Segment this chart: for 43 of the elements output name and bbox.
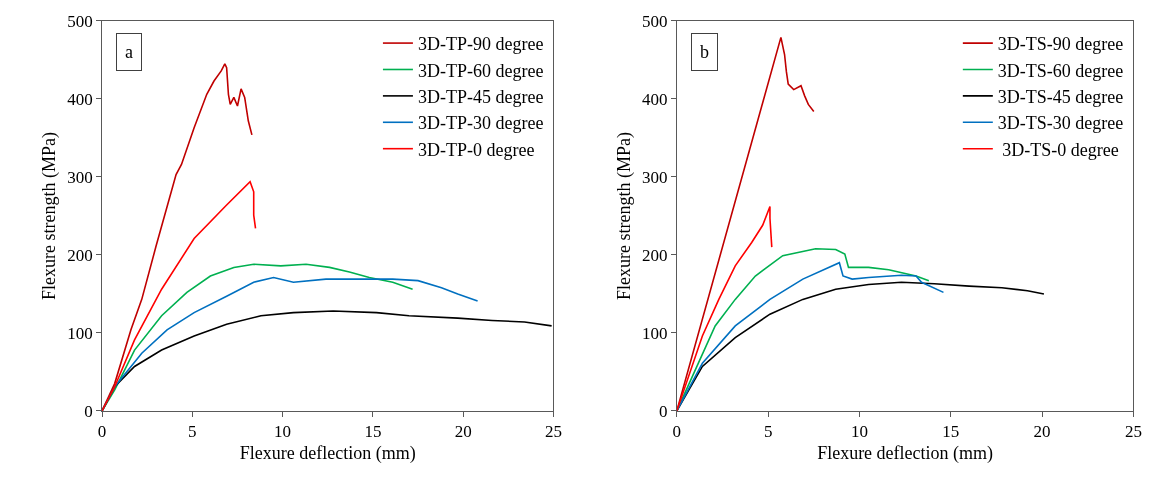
x-tick-label: 25 xyxy=(544,422,562,442)
y-tick-label: 100 xyxy=(641,323,668,343)
y-tick-label: 500 xyxy=(641,11,668,31)
y-tick-label: 0 xyxy=(84,401,93,421)
x-tick-label: 20 xyxy=(454,422,472,442)
x-axis-title: Flexure deflection (mm) xyxy=(817,443,994,465)
legend-label: 3D-TS-90 degree xyxy=(997,34,1124,55)
x-tick-label: 5 xyxy=(188,422,197,442)
legend-label: 3D-TP-30 degree xyxy=(417,113,544,134)
y-tick-label: 300 xyxy=(641,167,668,187)
x-tick-label: 15 xyxy=(364,422,382,442)
y-tick-label: 500 xyxy=(67,11,93,31)
x-tick-label: 15 xyxy=(942,422,960,442)
line-series xyxy=(102,180,257,411)
legend-label: 3D-TS-45 degree xyxy=(997,86,1124,107)
line-series xyxy=(676,205,773,411)
annotation: b xyxy=(700,42,709,62)
y-tick-label: 200 xyxy=(641,245,668,265)
y-axis-title: Flexure strength (MPa) xyxy=(39,131,61,300)
y-axis-title: Flexure strength (MPa) xyxy=(614,131,636,300)
y-tick-label: 0 xyxy=(658,401,668,421)
x-tick-label: 0 xyxy=(97,422,107,442)
legend-label: 3D-TP-60 degree xyxy=(417,60,544,81)
y-tick-label: 300 xyxy=(67,167,93,187)
y-tick-label: 400 xyxy=(641,89,668,109)
x-tick-label: 0 xyxy=(672,422,682,442)
legend-label: 3D-TP-90 degree xyxy=(417,34,544,55)
legend-label: 3D-TS-60 degree xyxy=(997,60,1124,81)
y-tick-label: 400 xyxy=(67,89,93,109)
x-tick-label: 10 xyxy=(850,422,868,442)
x-tick-label: 5 xyxy=(763,422,773,442)
legend-label: 3D-TP-0 degree xyxy=(417,139,535,160)
x-tick-label: 20 xyxy=(1033,422,1051,442)
line-series xyxy=(676,281,1045,411)
legend-label: 3D-TS-30 degree xyxy=(997,113,1124,134)
annotation: a xyxy=(125,42,133,62)
legend-label: 3D-TS-0 degree xyxy=(997,139,1119,160)
x-tick-label: 10 xyxy=(274,422,292,442)
x-tick-label: 25 xyxy=(1124,422,1142,442)
y-tick-label: 200 xyxy=(67,245,93,265)
x-axis-title: Flexure deflection (mm) xyxy=(239,443,416,465)
legend-label: 3D-TP-45 degree xyxy=(417,86,544,107)
y-tick-label: 100 xyxy=(67,323,93,343)
